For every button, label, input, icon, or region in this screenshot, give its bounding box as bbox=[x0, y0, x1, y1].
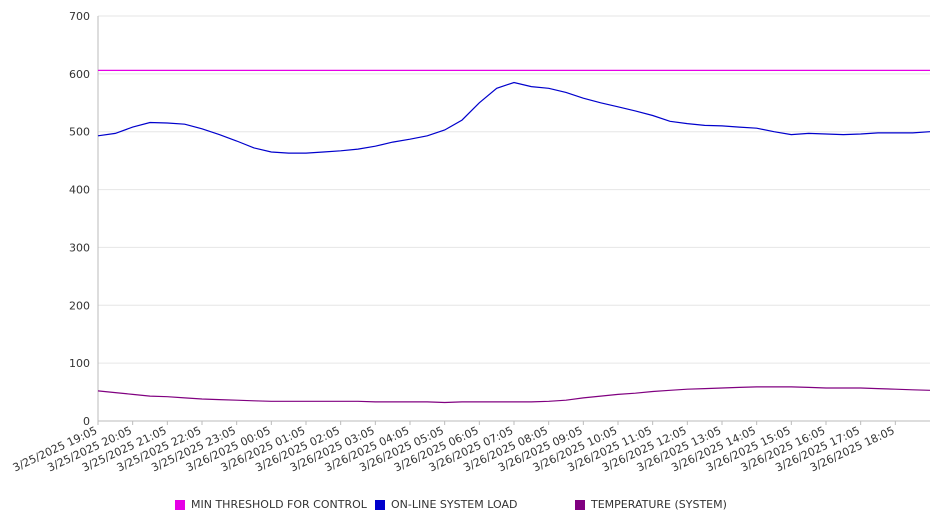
legend-swatch-min-threshold bbox=[175, 499, 185, 510]
legend-item-min-threshold: MIN THRESHOLD FOR CONTROL bbox=[175, 498, 367, 511]
legend: MIN THRESHOLD FOR CONTROL ON-LINE SYSTEM… bbox=[0, 498, 946, 514]
legend-swatch-system-load bbox=[375, 499, 385, 510]
grid-lines bbox=[98, 15, 930, 364]
legend-item-system-load: ON-LINE SYSTEM LOAD bbox=[375, 498, 517, 511]
axes bbox=[97, 16, 930, 422]
y-tick-label: 100 bbox=[69, 357, 90, 370]
y-tick-label: 200 bbox=[69, 299, 90, 312]
y-axis-ticks: 0 100 200 300 400 500 600 700 bbox=[69, 10, 90, 428]
x-axis-ticks: 3/25/2025 19:053/25/2025 20:053/25/2025 … bbox=[11, 421, 897, 474]
y-tick-label: 300 bbox=[69, 241, 90, 254]
y-tick-label: 400 bbox=[69, 184, 90, 197]
y-tick-label: 600 bbox=[69, 68, 90, 81]
y-tick-label: 500 bbox=[69, 126, 90, 139]
series-line-1 bbox=[97, 81, 931, 154]
series-lines bbox=[97, 69, 931, 404]
legend-label-min-threshold: MIN THRESHOLD FOR CONTROL bbox=[191, 498, 367, 511]
legend-label-temperature: TEMPERATURE (SYSTEM) bbox=[591, 498, 727, 511]
y-tick-label: 700 bbox=[69, 10, 90, 23]
legend-item-temperature: TEMPERATURE (SYSTEM) bbox=[575, 498, 727, 511]
series-line-2 bbox=[97, 386, 931, 404]
legend-swatch-temperature bbox=[575, 499, 585, 510]
legend-label-system-load: ON-LINE SYSTEM LOAD bbox=[391, 498, 518, 511]
y-tick-label: 0 bbox=[83, 415, 90, 428]
